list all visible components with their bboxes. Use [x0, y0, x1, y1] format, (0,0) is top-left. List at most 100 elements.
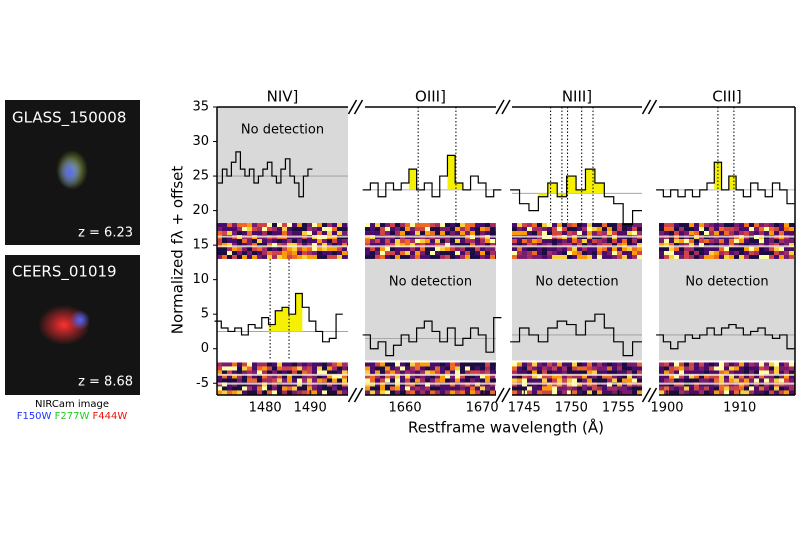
pixel [669, 374, 674, 379]
pixel [719, 247, 724, 252]
pixel [759, 362, 764, 367]
pixel [602, 223, 607, 228]
pixel [512, 251, 517, 256]
pixel [542, 251, 547, 256]
pixel [242, 390, 247, 395]
pixel [267, 378, 272, 383]
pixel [567, 227, 572, 232]
pixel [547, 223, 552, 228]
pixel [774, 362, 779, 367]
pixel [669, 239, 674, 244]
pixel [734, 390, 739, 395]
pixel [307, 390, 312, 395]
pixel [769, 251, 774, 256]
pixel [622, 231, 627, 236]
pixel [572, 239, 577, 244]
pixel [380, 374, 385, 379]
pixel [262, 231, 267, 236]
pixel [572, 231, 577, 236]
pixel [272, 223, 277, 228]
pixel [385, 231, 390, 236]
pixel [380, 390, 385, 395]
pixel [257, 370, 262, 375]
pixel [337, 239, 342, 244]
pixel [287, 223, 292, 228]
pixel [567, 390, 572, 395]
pixel [435, 378, 440, 383]
pixel [450, 223, 455, 228]
pixel [322, 243, 327, 248]
pixel [592, 378, 597, 383]
pixel [257, 223, 262, 228]
pixel [470, 362, 475, 367]
pixel [622, 386, 627, 391]
pixel [774, 255, 779, 259]
pixel [684, 223, 689, 228]
pixel [490, 378, 495, 383]
pixel [744, 366, 749, 371]
pixel [440, 370, 445, 375]
pixel [729, 223, 734, 228]
pixel [297, 386, 302, 391]
pixel [217, 370, 222, 375]
pixel [332, 227, 337, 232]
pixel [664, 239, 669, 244]
pixel [789, 386, 794, 391]
trace [512, 245, 642, 248]
pixel [774, 390, 779, 395]
pixel [337, 366, 342, 371]
spectrum-2d [217, 362, 348, 395]
pixel [337, 370, 342, 375]
pixel [445, 386, 450, 391]
pixel [485, 370, 490, 375]
pixel [307, 243, 312, 248]
pixel [400, 231, 405, 236]
pixel [769, 227, 774, 232]
pixel [380, 370, 385, 375]
pixel [577, 366, 582, 371]
pixel [602, 374, 607, 379]
pixel [405, 370, 410, 375]
pixel [704, 366, 709, 371]
spectrum-2d [512, 223, 642, 259]
pixel [602, 231, 607, 236]
pixel [337, 378, 342, 383]
pixel [395, 239, 400, 244]
pixel [607, 227, 612, 232]
pixel [567, 370, 572, 375]
pixel [719, 390, 724, 395]
pixel [552, 239, 557, 244]
pixel [252, 386, 257, 391]
pixel [312, 231, 317, 236]
pixel [679, 239, 684, 244]
pixel [622, 390, 627, 395]
pixel [734, 386, 739, 391]
pixel [784, 227, 789, 232]
pixel [242, 386, 247, 391]
pixel [380, 378, 385, 383]
pixel [342, 378, 347, 383]
pixel [704, 243, 709, 248]
pixel [232, 374, 237, 379]
pixel [267, 386, 272, 391]
pixel [664, 255, 669, 259]
pixel [612, 223, 617, 228]
pixel [490, 251, 495, 256]
pixel [729, 227, 734, 232]
pixel [724, 386, 729, 391]
pixel [627, 239, 632, 244]
pixel [400, 370, 405, 375]
pixel [627, 255, 632, 259]
panel-title: CIII] [712, 88, 742, 106]
pixel [317, 362, 322, 367]
pixel [522, 239, 527, 244]
pixel [537, 251, 542, 256]
pixel [400, 247, 405, 252]
pixel [562, 223, 567, 228]
pixel [410, 251, 415, 256]
pixel [572, 390, 577, 395]
pixel [562, 247, 567, 252]
pixel [659, 362, 664, 367]
pixel [659, 386, 664, 391]
pixel [287, 231, 292, 236]
